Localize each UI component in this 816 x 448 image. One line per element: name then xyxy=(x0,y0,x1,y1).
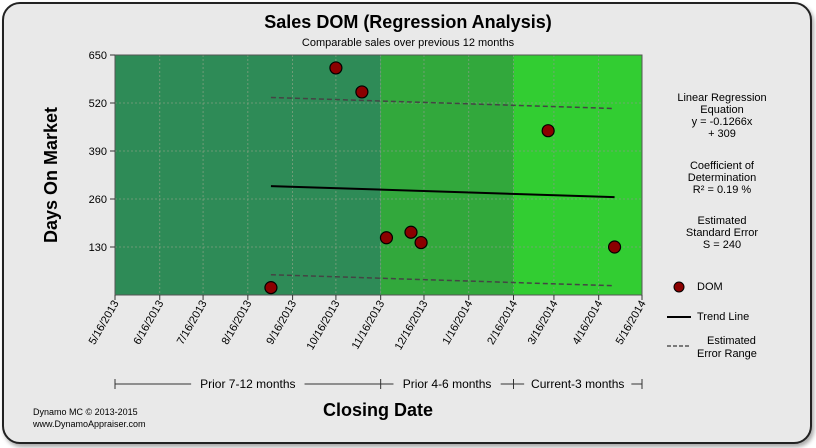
x-tick-label: 11/16/2013 xyxy=(350,299,388,352)
credit-line2: www.DynamoAppraiser.com xyxy=(33,419,146,429)
period-bands xyxy=(115,55,642,295)
y-tick-label: 520 xyxy=(89,98,107,110)
dom-point xyxy=(607,240,622,254)
x-tick-label: 4/16/2014 xyxy=(570,299,605,347)
legend-trend-label: Trend Line xyxy=(697,311,750,323)
x-tick-label: 5/16/2013 xyxy=(87,299,122,347)
std-error-block: Estimated Standard Error S = 240 xyxy=(658,215,786,251)
regression-eq-line2: + 309 xyxy=(708,128,736,140)
x-tick-label: 8/16/2013 xyxy=(220,299,255,347)
y-tick-label: 650 xyxy=(89,50,107,62)
chart-title: Sales DOM (Regression Analysis) xyxy=(264,12,552,32)
x-tick-label: 7/16/2013 xyxy=(175,299,210,347)
x-tick-label: 1/16/2014 xyxy=(440,299,475,347)
dom-point xyxy=(414,235,428,250)
y-axis: 130 260 390 520 650 xyxy=(89,50,115,254)
period-brackets: Prior 7-12 months Prior 4-6 months Current… xyxy=(114,377,643,391)
coefficient-block: Coefficient of Determination R² = 0.19 % xyxy=(658,160,786,196)
dom-point xyxy=(379,231,394,245)
x-tick-label: 10/16/2013 xyxy=(305,299,343,353)
x-tick-label: 2/16/2014 xyxy=(485,299,520,347)
regression-equation: Linear Regression Equation y = -0.1266x … xyxy=(658,92,786,140)
period-band-3 xyxy=(513,55,642,295)
x-tick-label: 6/16/2013 xyxy=(131,299,166,347)
legend-error-line2: Error Range xyxy=(697,348,757,360)
legend-dom-label: DOM xyxy=(697,281,723,293)
coef-title: Coefficient of Determination xyxy=(687,160,757,184)
coef-value: R² = 0.19 % xyxy=(692,184,752,196)
x-axis: 5/16/2013 6/16/2013 7/16/2013 8/16/2013 9/16… xyxy=(87,295,649,352)
x-tick-label: 5/16/2014 xyxy=(614,299,649,347)
period-band-2 xyxy=(380,55,514,295)
trend-line xyxy=(270,185,615,199)
x-tick-label: 9/16/2013 xyxy=(264,299,299,347)
legend-dom-marker xyxy=(673,281,685,293)
x-axis-label: Closing Date xyxy=(323,400,433,420)
credit-line1: Dynamo MC © 2013-2015 xyxy=(33,407,138,417)
dom-point xyxy=(355,85,369,99)
dom-point xyxy=(329,61,343,75)
regression-lines xyxy=(270,96,615,287)
dom-point xyxy=(541,124,555,138)
grid-lines xyxy=(115,55,642,295)
plot-border xyxy=(114,54,643,296)
legend-error-label: Estimated Error Range xyxy=(697,335,757,361)
error-range-lower xyxy=(270,273,615,287)
period-label: Current-3 months xyxy=(531,377,624,391)
std-error-title: Estimated Standard Error xyxy=(685,215,759,239)
x-tick-label: 12/16/2013 xyxy=(393,299,431,353)
y-tick-label: 390 xyxy=(89,146,107,158)
period-label: Prior 4-6 months xyxy=(403,377,492,391)
regression-eq-line1: y = -0.1266x xyxy=(691,116,753,128)
legend-error-line1: Estimated xyxy=(707,335,756,347)
dom-points xyxy=(264,61,622,295)
error-range-upper xyxy=(270,96,615,110)
period-label: Prior 7-12 months xyxy=(200,377,295,391)
y-tick-label: 130 xyxy=(89,242,107,254)
y-axis-label: Days On Market xyxy=(41,107,61,243)
x-tick-label: 3/16/2014 xyxy=(526,299,561,347)
chart-subtitle: Comparable sales over previous 12 months xyxy=(301,37,515,49)
regression-title: Linear Regression Equation xyxy=(677,92,767,116)
std-error-value: S = 240 xyxy=(702,239,742,251)
dom-point xyxy=(404,225,418,239)
dom-point xyxy=(264,281,278,295)
y-tick-label: 260 xyxy=(89,194,107,206)
